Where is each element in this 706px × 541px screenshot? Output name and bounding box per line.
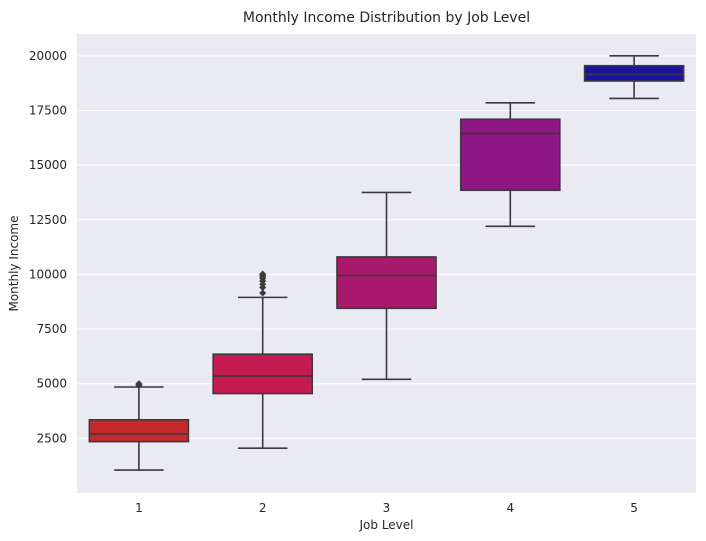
iqr-box [88,418,190,443]
y-axis-label: Monthly Income [7,215,21,311]
x-tick-label: 1 [135,501,143,515]
x-axis-label: Job Level [359,518,414,532]
iqr-box [583,64,685,82]
y-tick-label: 15000 [29,158,67,172]
box-group-level-2 [212,270,314,449]
box-group-level-5 [583,55,685,100]
iqr-box [459,118,561,192]
y-tick-labels: 2500 5000 7500 10000 12500 15000 17500 20000 [29,49,67,446]
outlier-point [135,380,143,388]
iqr-box [212,353,314,395]
y-tick-label: 2500 [36,431,67,445]
chart-title: Monthly Income Distribution by Job Level [243,10,530,26]
x-tick-labels: 1 2 3 4 5 [135,501,638,515]
boxes [88,55,685,471]
y-tick-label: 12500 [29,213,67,227]
outlier-point [259,270,267,278]
x-tick-label: 5 [630,501,638,515]
y-tick-label: 7500 [36,322,67,336]
y-tick-label: 10000 [29,267,67,281]
box-group-level-3 [336,191,437,381]
y-tick-label: 17500 [29,104,67,118]
iqr-box [336,256,437,310]
box-group-level-4 [459,102,561,228]
x-tick-label: 2 [259,501,267,515]
y-tick-label: 5000 [36,377,67,391]
outlier-point [259,289,267,297]
x-tick-label: 4 [506,501,514,515]
y-tick-label: 20000 [29,49,67,63]
x-tick-label: 3 [383,501,391,515]
box-group-level-1 [88,380,190,471]
